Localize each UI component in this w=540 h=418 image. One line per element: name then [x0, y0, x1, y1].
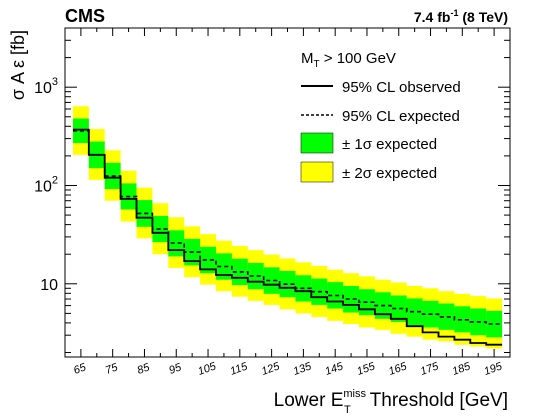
legend-two-sigma-swatch: [300, 161, 334, 183]
x-tick-label: 95: [167, 361, 183, 377]
legend: MT > 100 GeV 95% CL observed 95% CL expe…: [300, 50, 461, 183]
y-axis-label: σ A ε [fb]: [8, 30, 28, 100]
observed-limit-line: [72, 128, 503, 346]
legend-header: MT > 100 GeV: [301, 50, 396, 70]
expected-limit-line: [72, 130, 503, 325]
x-tick-label: 75: [104, 361, 120, 377]
x-axis-label-suffix: Threshold [GeV]: [365, 390, 508, 411]
one-sigma-bin: [215, 253, 232, 280]
legend-observed-label: 95% CL observed: [342, 79, 461, 96]
energy-label: (8 TeV): [458, 9, 508, 25]
y-tick-label-base: 10: [40, 277, 58, 294]
y-tick-label-base: 10: [34, 80, 52, 97]
one-sigma-bin: [454, 306, 471, 333]
x-axis-label-prefix: Lower E: [274, 390, 344, 411]
legend-header-rest: > 100 GeV: [320, 50, 396, 67]
axis-ticks: [65, 28, 510, 357]
y-tick-label: 103: [34, 76, 58, 97]
y-tick-label-exponent: 3: [52, 76, 58, 88]
legend-one-sigma-swatch: [300, 132, 334, 154]
one-sigma-bin: [438, 303, 455, 330]
one-sigma-bin: [486, 310, 503, 338]
luminosity-main: 7.4 fb: [414, 9, 451, 25]
x-tick-label: 105: [196, 360, 218, 378]
limit-lines: [72, 128, 503, 346]
legend-header-base: M: [301, 50, 314, 67]
x-tick-label: 155: [355, 360, 377, 378]
legend-header-sub: T: [314, 59, 320, 70]
x-axis-label: Lower Emiss T Threshold [GeV]: [274, 388, 508, 416]
x-tick-label: 85: [136, 361, 152, 377]
x-tick-labels: 65 75 85 95 105 115 125 135 145 155 165 175 185 195: [72, 360, 505, 378]
luminosity-label: 7.4 fb-1 (8 TeV): [414, 8, 508, 25]
y-tick-label-base: 10: [34, 178, 52, 195]
x-tick-label: 125: [260, 360, 282, 378]
x-tick-label: 65: [72, 361, 88, 377]
one-sigma-bin: [263, 267, 280, 294]
y-tick-label-exponent: 2: [52, 174, 58, 186]
y-tick-label: 102: [34, 174, 58, 195]
x-axis-label-sup: miss: [343, 388, 366, 400]
one-sigma-bin: [200, 246, 216, 274]
legend-expected-label: 95% CL expected: [342, 108, 460, 125]
x-tick-label: 145: [323, 360, 345, 378]
x-tick-label: 175: [419, 360, 441, 378]
one-sigma-bin: [343, 285, 360, 313]
y-tick-label: 10: [40, 277, 58, 294]
one-sigma-bin: [168, 230, 185, 257]
experiment-label: CMS: [65, 6, 105, 26]
legend-two-sigma-label: ± 2σ expected: [342, 165, 437, 182]
one-sigma-bin: [247, 262, 264, 290]
x-tick-label: 195: [482, 360, 504, 378]
x-tick-label: 115: [228, 360, 249, 378]
x-tick-label: 135: [292, 360, 314, 378]
x-axis-label-sub: T: [344, 404, 351, 416]
x-tick-label: 185: [451, 360, 473, 378]
luminosity-exponent: -1: [450, 8, 458, 18]
one-sigma-bin: [390, 295, 407, 322]
one-sigma-bin: [406, 298, 423, 326]
x-tick-label: 165: [387, 360, 409, 378]
legend-one-sigma-label: ± 1σ expected: [342, 136, 437, 153]
